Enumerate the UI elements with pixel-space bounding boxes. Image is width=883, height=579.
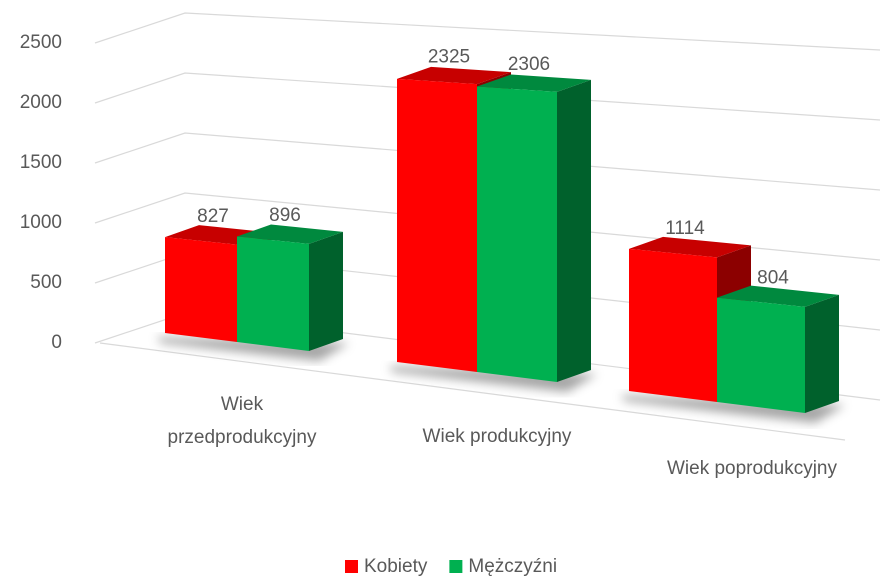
bar-top xyxy=(629,236,751,258)
grid-line xyxy=(94,12,881,51)
floor-edge xyxy=(99,342,846,441)
x-tick-label: Wiek poprodukcyjny xyxy=(666,458,838,479)
bar xyxy=(629,248,717,402)
y-tick-label: 500 xyxy=(30,272,62,293)
bar-top xyxy=(397,66,511,85)
bar-shadow xyxy=(621,395,845,423)
legend-label: Kobiety xyxy=(364,556,428,577)
bar-top xyxy=(237,224,343,244)
value-label: 827 xyxy=(197,206,229,227)
bar xyxy=(397,78,477,372)
y-tick-label: 1500 xyxy=(20,152,62,173)
bar-side xyxy=(557,79,591,382)
legend-swatch xyxy=(345,560,358,573)
y-tick-label: 0 xyxy=(51,332,62,353)
bar xyxy=(237,236,309,351)
legend-swatch xyxy=(449,560,463,573)
grid-line xyxy=(94,132,881,191)
bar xyxy=(717,297,805,413)
value-label: 2325 xyxy=(428,47,470,68)
bar-top xyxy=(717,285,839,307)
bar-top xyxy=(477,74,591,92)
y-tick-label: 1000 xyxy=(20,212,62,233)
grid-line xyxy=(94,72,881,121)
value-label: 1114 xyxy=(665,218,705,239)
y-tick-label: 2500 xyxy=(20,32,62,53)
value-label: 2306 xyxy=(508,54,550,75)
x-tick-label: Wiek przedprodukcyjny xyxy=(167,394,317,448)
bar-side xyxy=(309,231,343,351)
value-label: 896 xyxy=(269,205,301,226)
x-tick-label: Wiek produkcyjny xyxy=(422,426,572,447)
y-tick-label: 2000 xyxy=(20,92,62,113)
legend-label: Mężczyźni xyxy=(468,556,557,577)
bar-side xyxy=(805,294,839,413)
value-label: 804 xyxy=(757,267,789,288)
bar xyxy=(477,86,557,382)
bar xyxy=(165,237,237,342)
grid-line xyxy=(94,192,881,261)
